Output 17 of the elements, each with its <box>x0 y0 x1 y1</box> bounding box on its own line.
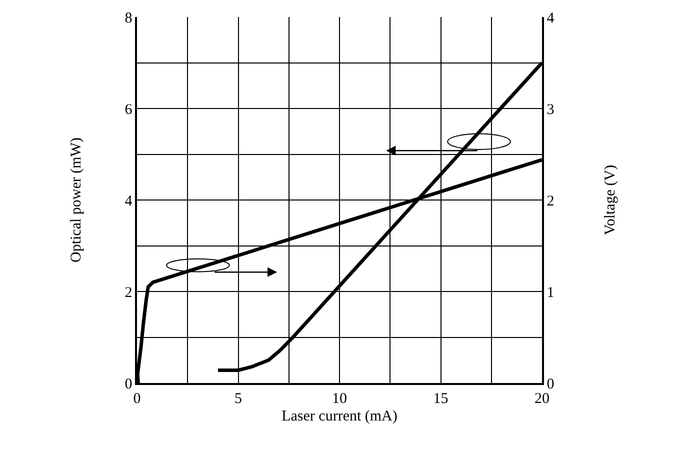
y-tick-label: 2 <box>124 284 132 301</box>
y2-tick-label: 3 <box>546 102 554 118</box>
y-tick-label: 0 <box>124 376 132 392</box>
x-tick-label: 5 <box>234 390 242 407</box>
y2-tick-label: 0 <box>546 376 554 392</box>
y-tick-label: 8 <box>124 10 132 26</box>
y-axis-title: Optical power (mW) <box>68 138 84 262</box>
x-axis-title: Laser current (mA) <box>282 408 398 424</box>
y2-tick-label: 4 <box>546 10 555 26</box>
y2-tick-label: 1 <box>546 284 554 301</box>
y2-tick-label: 2 <box>546 193 554 210</box>
x-tick-label: 10 <box>332 390 347 407</box>
x-tick-label: 20 <box>534 390 550 407</box>
y-tick-label: 4 <box>124 193 133 210</box>
y2-axis-title: Voltage (V) <box>602 164 618 236</box>
x-tick-label: 15 <box>433 390 448 407</box>
y-tick-label: 6 <box>124 102 133 118</box>
